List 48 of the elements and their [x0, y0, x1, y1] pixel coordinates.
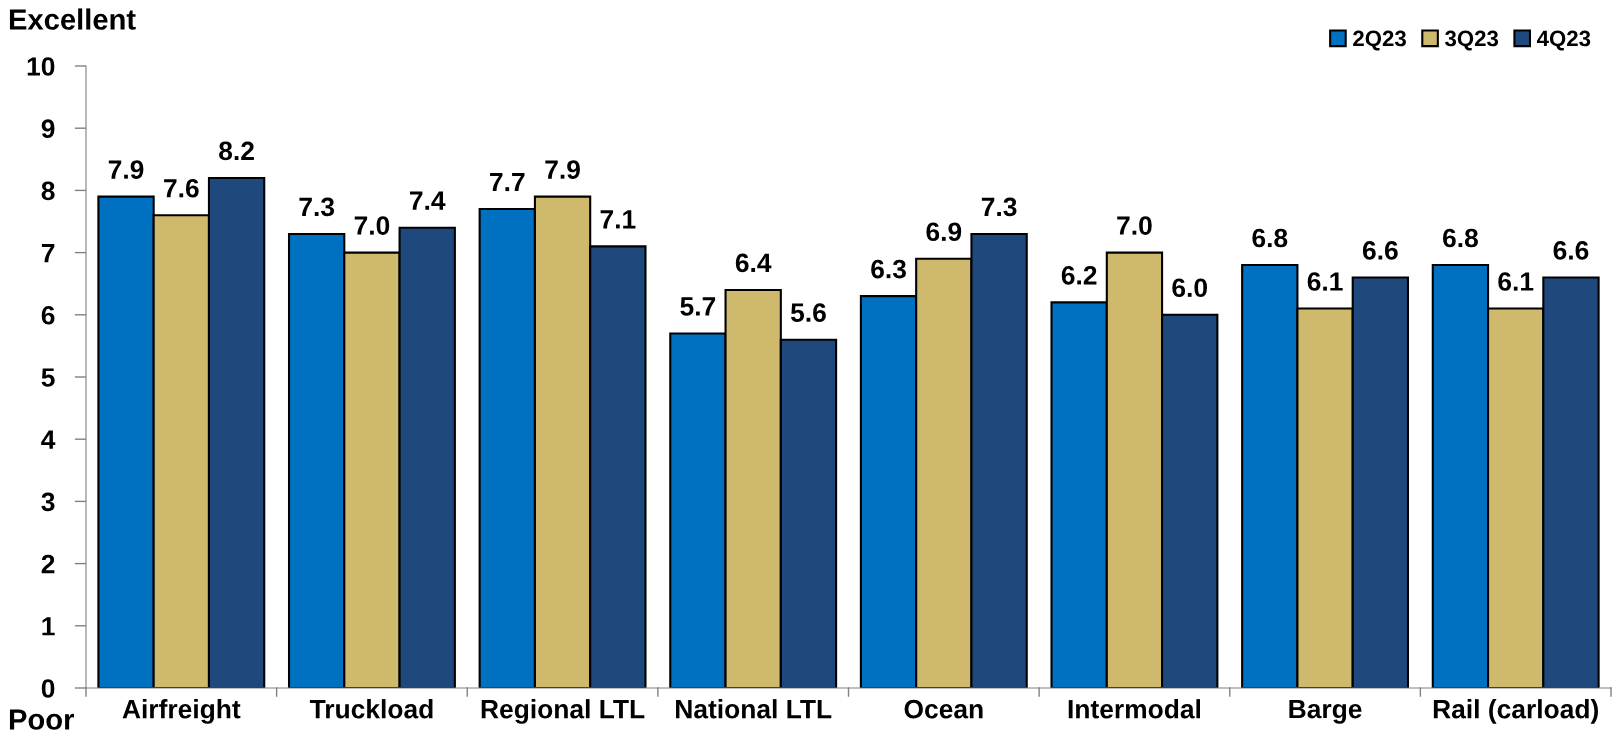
x-tick-label: Ocean	[904, 699, 983, 719]
legend-label: 2Q23	[1353, 30, 1406, 51]
data-label: 6.8	[1443, 228, 1478, 248]
x-tick-label: Airfreight	[122, 699, 241, 724]
y-tick-label: 7	[41, 244, 55, 263]
data-label: 7.7	[490, 172, 525, 192]
data-label: 7.9	[108, 160, 144, 179]
x-tick-label: National LTL	[676, 699, 832, 719]
data-label: 6.6	[1362, 241, 1398, 260]
data-label: 6.1	[1307, 272, 1343, 291]
data-label: 5.6	[790, 303, 826, 322]
x-tick-label: Rail (carload)	[1433, 699, 1598, 724]
data-label: 7.1	[600, 210, 636, 229]
legend-label: 3Q23	[1445, 30, 1499, 51]
data-label: 7.4	[410, 191, 446, 210]
y-tick-label: 9	[41, 119, 55, 139]
x-tick-label: Intermodal	[1068, 699, 1201, 719]
data-label: 6.3	[871, 259, 906, 279]
x-tick-label: Barge	[1289, 699, 1362, 724]
text: Excellent	[9, 8, 136, 30]
x-tick-label: Regional LTL	[481, 699, 645, 724]
x-tick-label: Truckload	[309, 699, 433, 719]
y-tick-label: 4	[41, 430, 56, 449]
data-label: 6.6	[1553, 241, 1589, 260]
y-tick-label: 3	[41, 492, 55, 512]
text: Poor	[9, 709, 74, 730]
data-label: 8.2	[219, 141, 254, 161]
data-label: 7.0	[1117, 216, 1152, 235]
data-label: 6.2	[1061, 265, 1097, 285]
data-label: 7.9	[545, 160, 580, 179]
data-label: 5.7	[680, 297, 716, 316]
data-label: 7.3	[981, 197, 1017, 217]
y-tick-label: 2	[41, 554, 55, 574]
data-label: 7.6	[164, 178, 199, 198]
data-label: 6.4	[735, 253, 772, 273]
legend-label: 4Q23	[1536, 30, 1591, 51]
y-tick-label: 0	[41, 679, 55, 698]
y-tick-label: 10	[27, 57, 55, 76]
data-label: 6.9	[926, 222, 962, 242]
y-tick-label: 8	[41, 181, 55, 201]
y-tick-label: 5	[41, 368, 55, 387]
y-tick-label: 6	[41, 305, 55, 325]
data-label: 6.1	[1498, 272, 1534, 291]
y-tick-label: 1	[42, 617, 55, 636]
data-label: 6.0	[1172, 278, 1207, 298]
data-label: 6.8	[1252, 228, 1288, 248]
data-label: 7.0	[354, 216, 390, 235]
data-label: 7.3	[299, 197, 335, 217]
